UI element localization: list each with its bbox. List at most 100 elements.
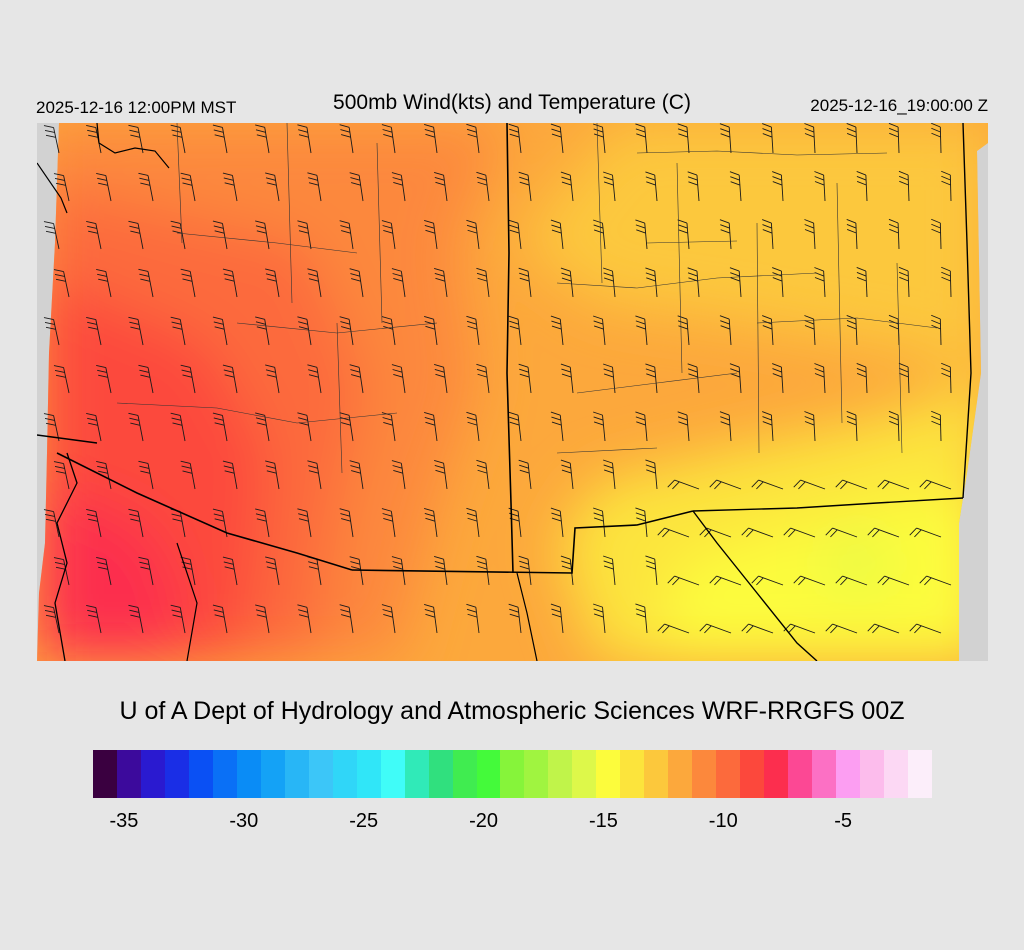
colorbar-swatch [212, 750, 237, 798]
wind-barb [265, 364, 280, 394]
map-title: 500mb Wind(kts) and Temperature (C) [333, 91, 691, 114]
wind-barb [170, 220, 186, 250]
colorbar-swatch [332, 750, 357, 798]
wind-barb [508, 411, 522, 442]
wind-barb [297, 604, 312, 634]
colorbar-swatch [788, 750, 813, 798]
colorbar-swatch [548, 750, 573, 798]
colorbar-tick-label: -15 [588, 810, 618, 832]
wind-barb [729, 267, 742, 298]
wind-barb [762, 411, 774, 442]
wind-barb [434, 459, 448, 490]
wind-barb [518, 363, 532, 394]
wind-barb [919, 479, 952, 490]
colorbar-swatch [284, 750, 309, 798]
wind-barb [772, 267, 784, 298]
wind-barb [593, 123, 606, 154]
wind-barb [53, 269, 70, 298]
wind-barb [825, 623, 858, 634]
colorbar-swatch [452, 750, 477, 798]
wind-barb [307, 460, 322, 490]
wind-barb [391, 556, 406, 586]
wind-barb [645, 459, 658, 490]
wind-barb [741, 527, 774, 538]
colorbar-swatch [836, 750, 860, 798]
colorbar-tick-label: -25 [349, 810, 379, 832]
colorbar-swatch [716, 750, 741, 798]
wind-barb [96, 556, 112, 586]
wind-barb [339, 412, 354, 442]
colorbar-tick-label: -10 [708, 810, 738, 832]
wind-barb [931, 218, 942, 250]
wind-barb [888, 218, 900, 250]
wind-barb [349, 460, 364, 490]
wind-barb [170, 124, 186, 154]
wind-barb [339, 508, 354, 538]
wind-barb [381, 508, 396, 538]
wind-barb [941, 362, 952, 394]
wind-barb [307, 268, 322, 298]
wind-barb [307, 172, 322, 202]
valid-time-utc: 2025-12-16_19:00:00 Z [810, 96, 988, 115]
wind-barb [941, 266, 952, 298]
wind-barb [719, 315, 732, 346]
wind-barb [391, 460, 406, 490]
wind-barb [53, 173, 70, 202]
wind-barb [170, 316, 186, 346]
wind-barb [508, 603, 522, 634]
wind-barb [635, 507, 648, 538]
wind-barb [138, 556, 154, 586]
colorbar-swatch [524, 750, 549, 798]
wind-barb [560, 459, 574, 490]
wind-barb [677, 219, 690, 250]
wind-barb [856, 171, 868, 202]
wind-barb [931, 314, 942, 346]
nw-border [37, 162, 68, 214]
wind-barb [265, 268, 280, 298]
wind-barb [349, 364, 364, 394]
wind-barb [593, 603, 606, 634]
wind-barb [941, 170, 952, 202]
wind-barb [391, 172, 406, 202]
wind-barb [635, 411, 648, 442]
wind-barb [772, 363, 784, 394]
wind-barb [856, 267, 868, 298]
wind-barb [424, 123, 438, 154]
colorbar-swatch [572, 750, 597, 798]
wind-barb [699, 623, 732, 634]
wind-barb [381, 124, 396, 154]
wind-barb [877, 479, 910, 490]
river-south [516, 572, 538, 661]
wind-barb [593, 411, 606, 442]
wind-barb [508, 123, 522, 154]
wind-barb [212, 124, 228, 154]
wind-barb [43, 317, 60, 346]
map-canvas [37, 123, 988, 661]
wind-barb [255, 124, 270, 154]
wind-barb [888, 123, 900, 154]
colorbar-swatch [140, 750, 165, 798]
wind-barb [255, 316, 270, 346]
wind-barb [339, 124, 354, 154]
wind-barb [867, 623, 900, 634]
wind-barb [550, 507, 564, 538]
wind-barb [667, 479, 700, 490]
wind-barb [424, 219, 438, 250]
wind-barb [391, 268, 406, 298]
wind-barb [138, 460, 154, 490]
wind-barb [677, 315, 690, 346]
wind-barb [645, 363, 658, 394]
wind-barb [339, 316, 354, 346]
wind-barb [508, 219, 522, 250]
colorbar-tick-label: -5 [834, 810, 853, 832]
wind-barb [138, 172, 154, 202]
wind-barb [835, 479, 868, 490]
wind-barb [128, 220, 144, 250]
wind-barb [687, 171, 700, 202]
wind-barb [635, 315, 648, 346]
wind-barb [793, 479, 826, 490]
wind-barb [138, 268, 154, 298]
wind-barb [804, 219, 816, 250]
wind-barb [687, 267, 700, 298]
wind-barb [212, 412, 228, 442]
